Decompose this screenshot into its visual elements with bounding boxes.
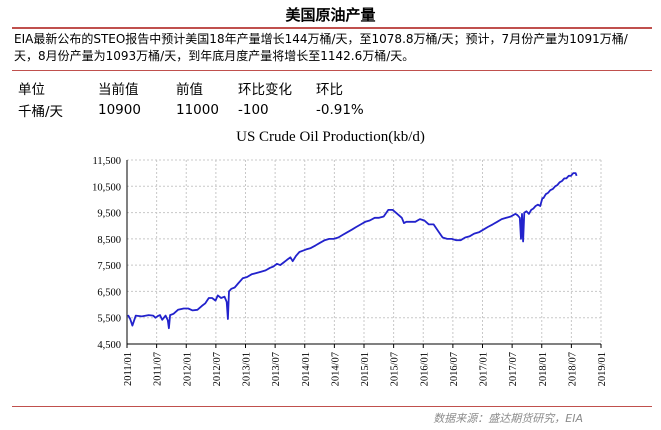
x-tick-label: 2012/07 bbox=[212, 352, 223, 386]
chart-title: US Crude Oil Production(kb/d) bbox=[236, 129, 425, 145]
x-tick-label: 2017/01 bbox=[479, 352, 490, 386]
x-tick-label: 2015/01 bbox=[360, 352, 371, 386]
x-tick-label: 2012/01 bbox=[182, 352, 193, 386]
production-series-line bbox=[127, 172, 578, 330]
x-tick-label: 2019/01 bbox=[597, 352, 608, 386]
y-tick-label: 4,500 bbox=[97, 340, 121, 351]
y-tick-label: 5,500 bbox=[97, 314, 121, 325]
stats-header-unit: 单位 bbox=[18, 82, 45, 98]
x-tick-label: 2018/07 bbox=[567, 352, 578, 386]
y-tick-label: 7,500 bbox=[97, 261, 121, 272]
source-note: 数据来源：盛达期货研究，EIA bbox=[433, 412, 583, 425]
stats-value-unit: 千桶/天 bbox=[18, 104, 64, 120]
summary-note: EIA最新公布的STEO报告中预计美国18年产量增长144万桶/天，至1078.… bbox=[14, 31, 654, 65]
y-tick-label: 9,500 bbox=[97, 209, 121, 220]
stats-header-current: 当前值 bbox=[98, 82, 139, 98]
y-tick-label: 11,500 bbox=[93, 156, 122, 167]
x-tick-label: 2011/01 bbox=[123, 352, 134, 386]
stats-header-change: 环比变化 bbox=[238, 82, 292, 98]
stats-value-current: 10900 bbox=[98, 102, 141, 118]
stats-value-row: 千桶/天 10900 11000 -100 -0.91% bbox=[18, 99, 396, 121]
summary-note-line: EIA最新公布的STEO报告中预计美国18年产量增长144万桶/天，至1078.… bbox=[14, 32, 628, 46]
x-tick-label: 2016/01 bbox=[419, 352, 430, 386]
title-divider bbox=[12, 27, 652, 29]
x-tick-label: 2018/01 bbox=[538, 352, 549, 386]
y-tick-label: 8,500 bbox=[97, 235, 121, 246]
stats-header-row: 单位 当前值 前值 环比变化 环比 bbox=[18, 77, 396, 99]
stats-value-previous: 11000 bbox=[176, 102, 219, 118]
y-tick-label: 6,500 bbox=[97, 287, 121, 298]
note-divider bbox=[12, 70, 652, 71]
x-tick-label: 2014/01 bbox=[301, 352, 312, 386]
summary-note-line: 天，8月份产量为1093万桶/天，到年底月度产量将增长至1142.6万桶/天。 bbox=[14, 49, 415, 63]
x-tick-label: 2011/07 bbox=[153, 352, 164, 386]
stats-table: 单位 当前值 前值 环比变化 环比 千桶/天 10900 11000 -100 … bbox=[18, 77, 396, 121]
stats-header-pct: 环比 bbox=[316, 82, 343, 98]
x-tick-label: 2014/07 bbox=[330, 352, 341, 386]
x-tick-label: 2015/07 bbox=[390, 352, 401, 386]
x-tick-label: 2017/07 bbox=[508, 352, 519, 386]
y-tick-label: 10,500 bbox=[92, 182, 121, 193]
x-tick-label: 2013/07 bbox=[271, 352, 282, 386]
stats-value-pct: -0.91% bbox=[316, 102, 364, 118]
stats-value-change: -100 bbox=[238, 102, 269, 118]
page-title: 美国原油产量 bbox=[285, 6, 376, 24]
footer-divider bbox=[12, 406, 652, 407]
stats-header-previous: 前值 bbox=[176, 82, 203, 98]
x-tick-label: 2016/07 bbox=[449, 352, 460, 386]
x-tick-label: 2013/01 bbox=[242, 352, 253, 386]
